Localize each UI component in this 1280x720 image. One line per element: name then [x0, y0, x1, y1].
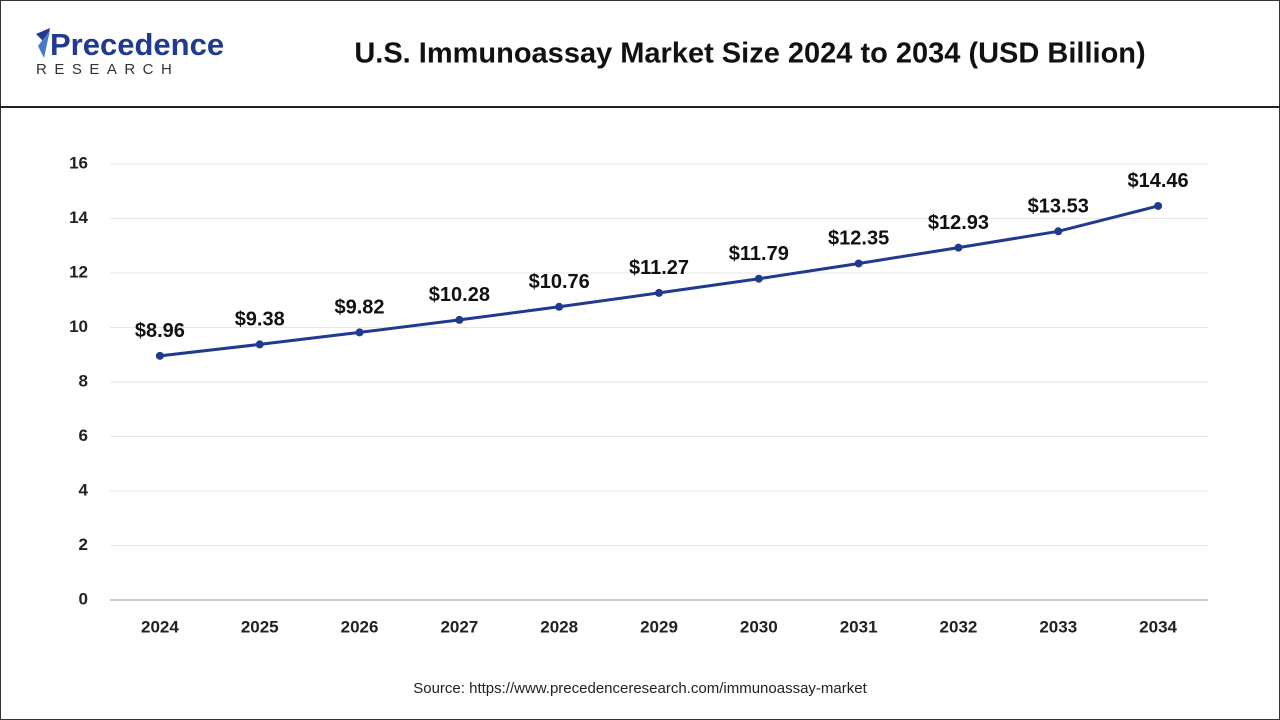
x-tick-label: 2031 [840, 617, 878, 636]
y-tick-label: 10 [69, 317, 88, 336]
data-label: $13.53 [1028, 196, 1089, 218]
x-tick-label: 2033 [1039, 617, 1077, 636]
x-tick-label: 2027 [440, 617, 478, 636]
data-point [754, 274, 763, 283]
data-label: $10.76 [529, 271, 590, 293]
logo-tagline: RESEARCH [36, 61, 179, 78]
x-tick-label: 2034 [1139, 617, 1177, 636]
x-tick-label: 2024 [141, 617, 179, 636]
data-label: $12.35 [828, 228, 889, 250]
chart-title: U.S. Immunoassay Market Size 2024 to 203… [354, 38, 1145, 70]
data-label: $10.28 [429, 284, 490, 306]
data-point [854, 259, 863, 268]
logo: Precedence RESEARCH [36, 27, 224, 78]
y-tick-label: 0 [79, 589, 88, 608]
data-label: $12.93 [928, 212, 989, 234]
data-point [455, 315, 464, 324]
data-point [355, 328, 364, 337]
x-tick-label: 2032 [940, 617, 978, 636]
y-tick-label: 14 [69, 208, 88, 227]
data-point [655, 288, 663, 297]
x-tick-label: 2029 [640, 617, 678, 636]
y-tick-label: 4 [79, 480, 89, 499]
y-tick-label: 12 [69, 262, 88, 281]
data-label: $8.96 [135, 320, 185, 342]
x-tick-label: 2028 [540, 617, 578, 636]
y-tick-label: 2 [79, 535, 88, 554]
y-tick-label: 8 [79, 371, 88, 390]
data-point [555, 302, 564, 311]
data-point [1054, 227, 1063, 236]
x-tick-label: 2026 [341, 617, 379, 636]
data-label: $11.79 [729, 243, 789, 265]
data-point [255, 340, 264, 349]
data-point [155, 351, 164, 360]
logo-name: Precedence [50, 27, 224, 62]
data-label: $14.46 [1128, 170, 1189, 192]
data-label: $11.27 [629, 257, 689, 279]
data-label: $9.82 [335, 297, 385, 319]
data-point [954, 243, 963, 252]
x-tick-label: 2030 [740, 617, 778, 636]
x-tick-label: 2025 [241, 617, 279, 636]
data-label: $9.38 [235, 309, 285, 331]
y-tick-label: 6 [79, 426, 88, 445]
source-note: Source: https://www.precedenceresearch.c… [413, 680, 867, 697]
y-tick-label: 16 [69, 153, 88, 172]
logo-icon [38, 30, 50, 58]
data-point [1154, 201, 1163, 210]
